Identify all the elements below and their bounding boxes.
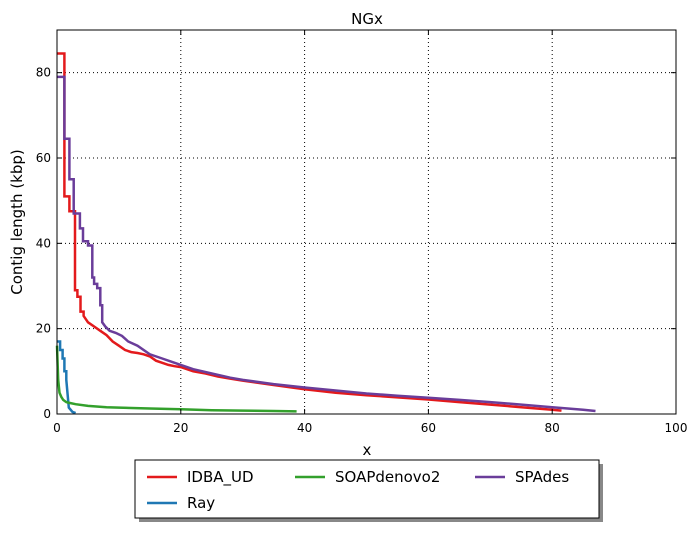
x-tick-label: 20 <box>173 421 188 435</box>
series-line-idba-ud <box>57 52 562 412</box>
grid-lines <box>57 30 676 414</box>
legend-label-idba-ud: IDBA_UD <box>187 468 254 487</box>
x-tick-label: 60 <box>421 421 436 435</box>
series-line-soapdenovo2 <box>55 345 297 413</box>
x-tick-label: 40 <box>297 421 312 435</box>
x-tick-label: 100 <box>665 421 688 435</box>
legend: IDBA_UD Ray SOAPdenovo2 SPAdes <box>134 459 603 522</box>
series-line-ray <box>57 340 77 415</box>
legend-items: IDBA_UD Ray SOAPdenovo2 SPAdes <box>147 468 569 512</box>
y-tick-label: 40 <box>36 236 51 250</box>
chart-title: NGx <box>351 10 383 28</box>
legend-box <box>134 459 600 519</box>
y-axis-title: Contig length (kbp) <box>8 149 26 295</box>
plot-area-frame <box>56 29 677 415</box>
x-axis-title: x <box>363 441 372 459</box>
series-line-spades <box>57 75 596 413</box>
y-tick-label: 0 <box>43 407 51 421</box>
y-tick-label: 20 <box>36 322 51 336</box>
x-tick-label: 80 <box>545 421 560 435</box>
axis-ticks: 0 20 40 60 80 100 0 20 40 60 80 <box>36 30 688 435</box>
y-tick-label: 60 <box>36 151 51 165</box>
y-tick-label: 80 <box>36 66 51 80</box>
x-tick-label: 0 <box>53 421 61 435</box>
legend-label-soapdenovo2: SOAPdenovo2 <box>335 468 440 486</box>
legend-label-spades: SPAdes <box>515 468 569 486</box>
legend-label-ray: Ray <box>187 494 215 512</box>
series-lines <box>55 52 596 415</box>
